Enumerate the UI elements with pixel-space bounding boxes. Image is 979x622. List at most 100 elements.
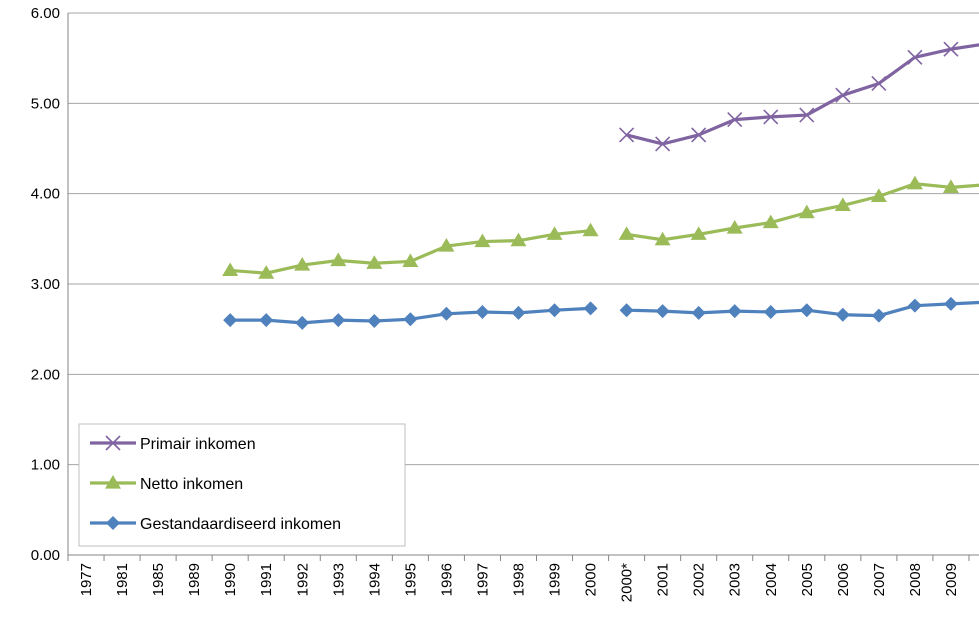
data-point <box>762 214 779 229</box>
series-primair-inkomen <box>619 41 979 152</box>
y-tick-label: 2.00 <box>31 366 60 383</box>
data-point <box>727 112 743 128</box>
y-tick-label: 4.00 <box>31 186 60 203</box>
data-point <box>727 304 742 319</box>
y-tick-label: 1.00 <box>31 457 60 474</box>
data-point <box>403 312 418 327</box>
legend-item: Netto inkomen <box>90 475 243 493</box>
data-point <box>547 303 562 318</box>
data-point <box>799 107 815 123</box>
data-point <box>222 262 239 277</box>
x-tick-label: 1989 <box>186 563 203 596</box>
data-point <box>691 305 706 320</box>
y-tick-label: 5.00 <box>31 95 60 112</box>
legend: Primair inkomen Netto inkomen Gestandaardi… <box>78 423 406 547</box>
legend-marker <box>105 475 121 489</box>
data-point <box>402 253 419 268</box>
data-point <box>474 233 491 248</box>
gridlines <box>68 12 979 466</box>
data-point <box>366 255 383 269</box>
x-tick-label: 1998 <box>510 563 527 596</box>
data-point <box>907 49 923 65</box>
data-point <box>619 303 634 318</box>
data-point <box>834 197 851 212</box>
y-tick-label: 6.00 <box>31 5 60 22</box>
data-point <box>511 305 526 320</box>
series-netto-inkomen <box>222 175 979 279</box>
x-tick-label: 1994 <box>366 563 383 596</box>
data-point <box>654 231 671 246</box>
x-tick-label: 1977 <box>78 563 95 596</box>
data-point <box>871 308 886 323</box>
x-tick-label: 2009 <box>943 563 960 596</box>
x-tick-label: 2000* <box>619 563 636 602</box>
legend-item: Primair inkomen <box>90 435 256 453</box>
legend-label: Primair inkomen <box>140 436 256 453</box>
marker-stroke <box>907 49 923 65</box>
data-point <box>798 204 815 219</box>
legend-label: Netto inkomen <box>140 476 243 493</box>
x-tick-label: 2001 <box>655 563 672 596</box>
data-point <box>907 298 922 313</box>
x-tick-label: 2000 <box>583 563 600 596</box>
data-point <box>763 109 779 125</box>
data-point <box>726 219 743 234</box>
data-point <box>906 175 923 190</box>
marker-stroke <box>871 75 887 92</box>
data-point <box>835 307 850 322</box>
data-point <box>582 222 599 237</box>
x-tick-label: 2008 <box>907 563 924 596</box>
marker-stroke <box>691 127 707 143</box>
marker-stroke <box>655 136 671 152</box>
data-point <box>439 306 454 321</box>
data-point <box>691 127 707 143</box>
series-gestandaardiseerd-inkomen <box>223 296 979 330</box>
data-point <box>223 313 238 328</box>
marker-stroke <box>619 127 635 143</box>
data-point <box>258 265 275 279</box>
data-point <box>583 301 598 316</box>
data-point <box>870 188 887 202</box>
x-tick-label: 2005 <box>799 563 816 596</box>
legend-marker <box>105 435 121 451</box>
marker-stroke <box>835 87 851 103</box>
data-point <box>331 313 346 328</box>
marker-stroke <box>799 107 815 123</box>
x-tick-label: 1991 <box>258 563 275 596</box>
data-point <box>763 305 778 320</box>
data-point <box>330 252 347 267</box>
x-tick-label: 1999 <box>547 563 564 596</box>
data-point <box>295 315 310 330</box>
data-point <box>294 257 311 271</box>
x-tick-label: 1992 <box>294 563 311 596</box>
data-point <box>690 226 707 240</box>
x-tick-label: 2002 <box>691 563 708 596</box>
series-lines <box>222 41 979 330</box>
x-tick-label: 1993 <box>330 563 347 596</box>
series-line <box>626 43 979 146</box>
x-tick-label: 1995 <box>402 563 419 596</box>
y-tick-label: 3.00 <box>31 276 60 293</box>
legend-marker <box>106 516 120 530</box>
data-point <box>942 179 959 193</box>
data-point <box>655 304 670 319</box>
marker-stroke <box>727 112 743 128</box>
data-point <box>871 75 887 92</box>
data-point <box>475 305 490 320</box>
data-point <box>546 226 563 240</box>
x-tick-label: 2006 <box>835 563 852 596</box>
x-tick-label: 2004 <box>763 563 780 596</box>
data-point <box>619 127 635 143</box>
x-tick-label: 1985 <box>150 563 167 596</box>
x-tick-label: 2003 <box>727 563 744 596</box>
data-point <box>943 296 958 311</box>
x-tick-label: 1997 <box>474 563 491 596</box>
legend-label: Gestandaardiseerd inkomen <box>140 516 341 533</box>
marker-stroke <box>105 435 121 451</box>
data-point <box>655 136 671 152</box>
data-point <box>510 232 527 247</box>
data-point <box>618 226 635 240</box>
x-tick-label: 1990 <box>222 563 239 596</box>
